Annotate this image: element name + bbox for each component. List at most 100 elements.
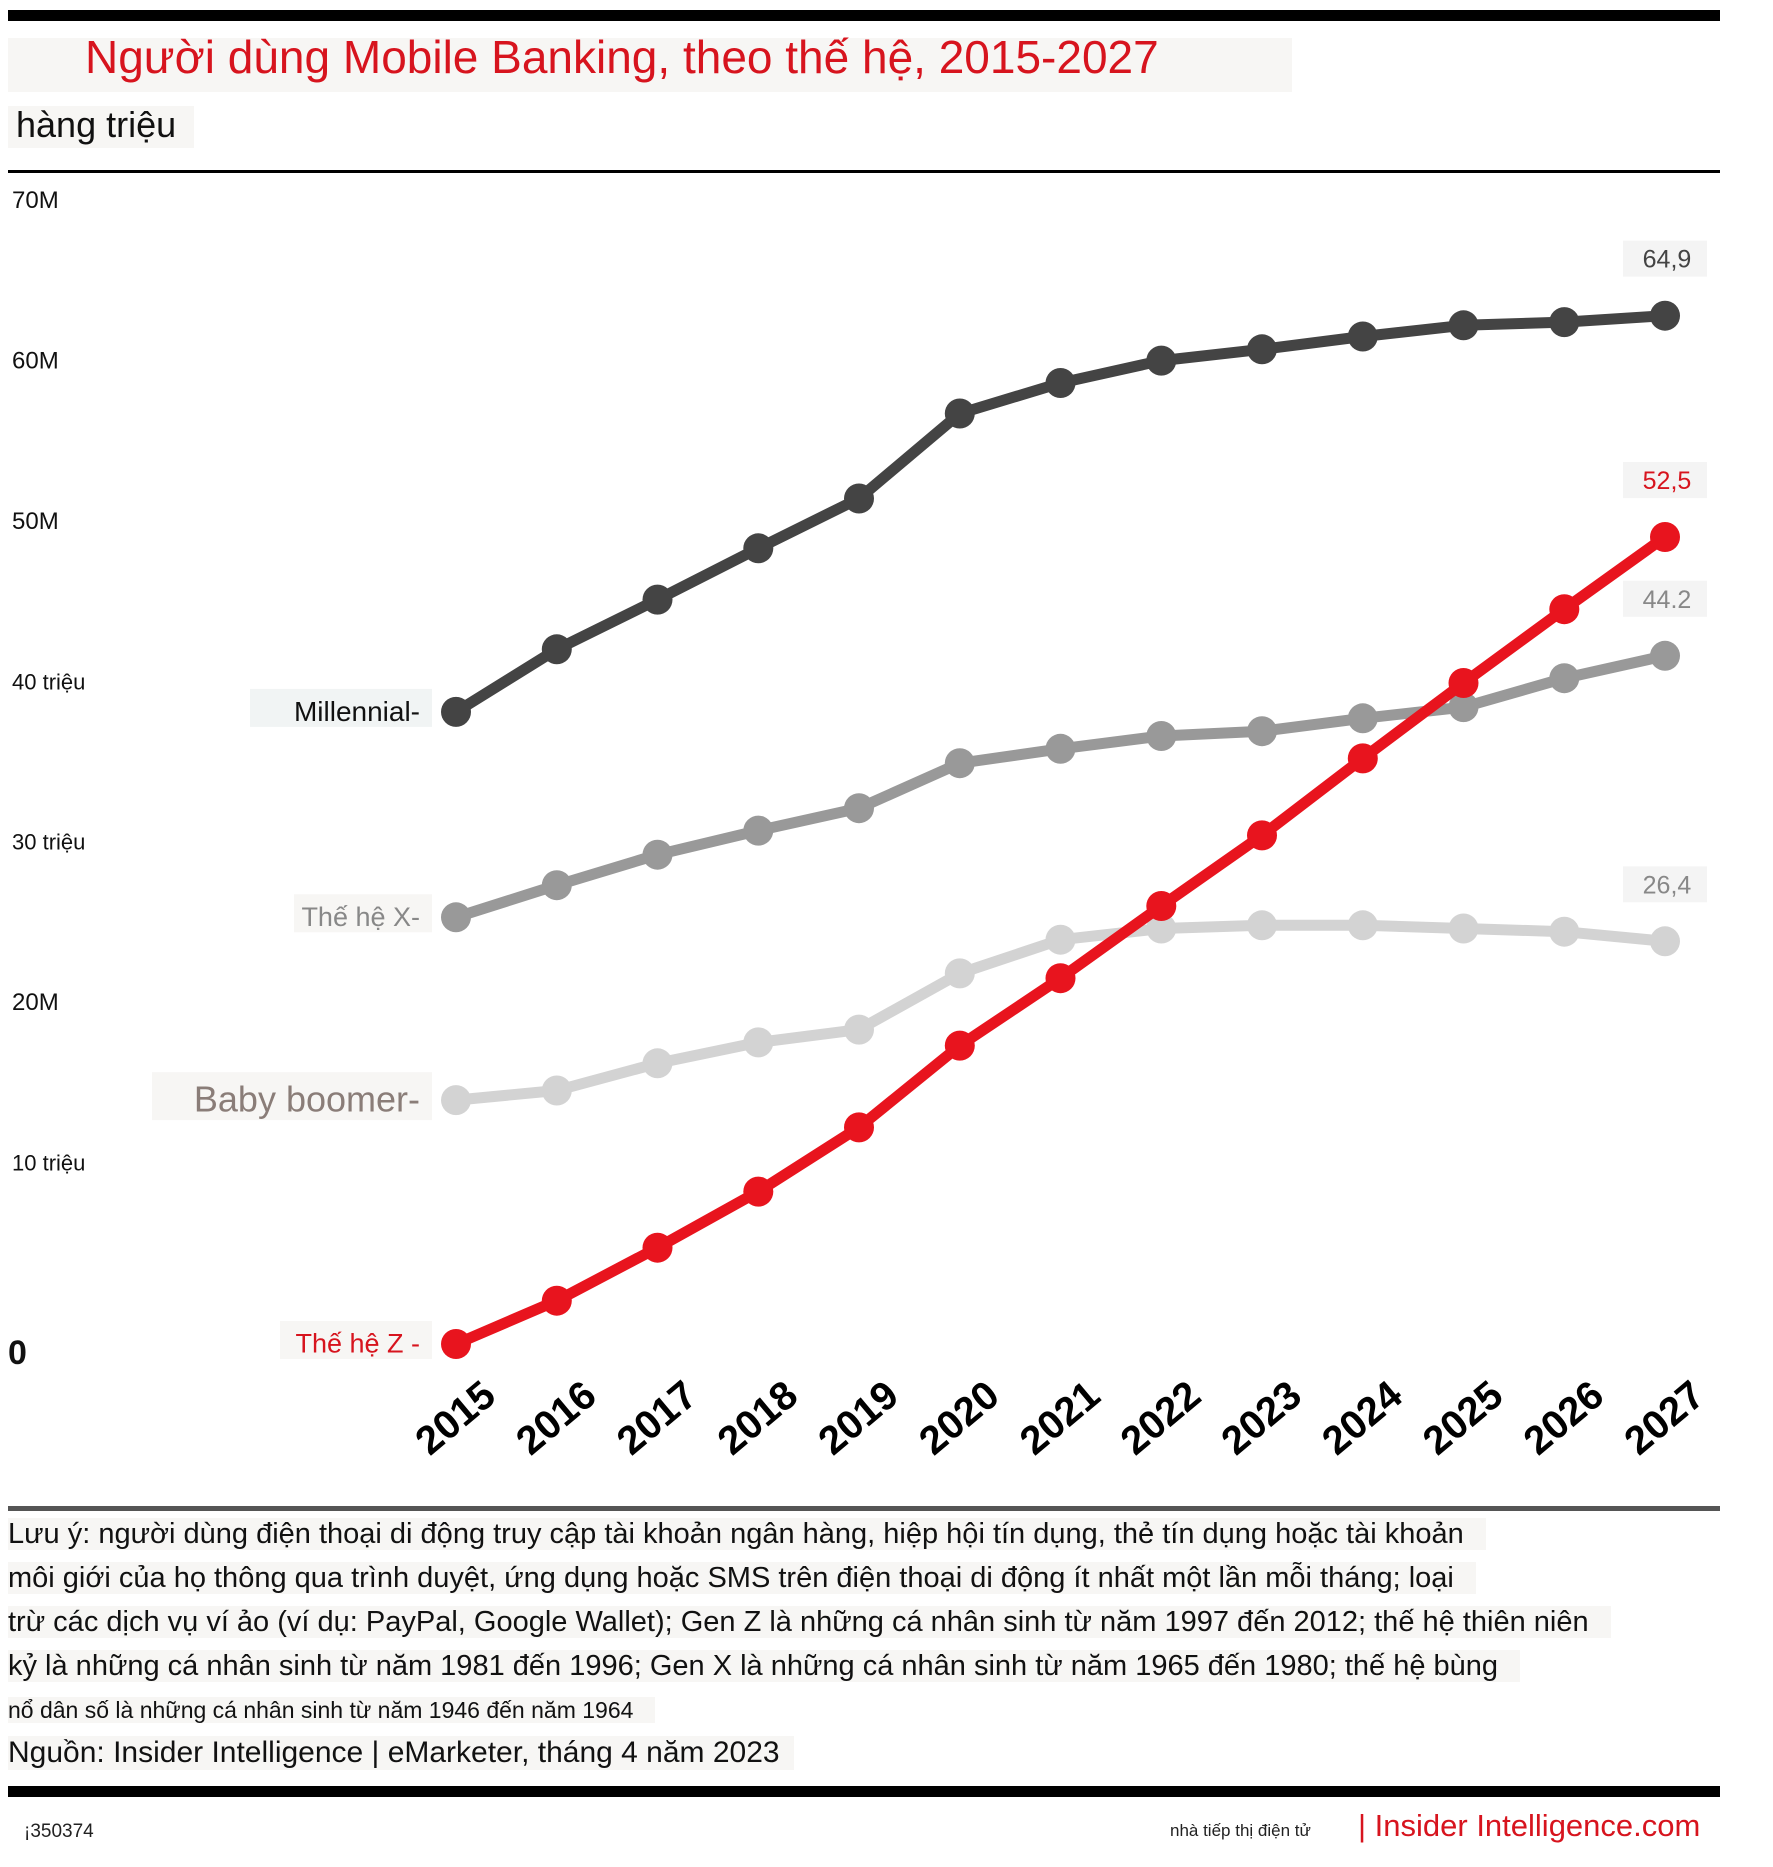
note-line: Lưu ý: người dùng điện thoại di động tru… — [8, 1512, 1708, 1556]
brand-small-text: nhà tiếp thị điện tử — [1170, 1821, 1311, 1840]
data-point — [1146, 891, 1177, 921]
data-point — [1045, 368, 1076, 398]
x-axis: 2015 2016 2017 2018 2019 2020 2021 2022 2023 2024… — [407, 1372, 1712, 1463]
data-point — [844, 1014, 874, 1045]
data-point — [441, 1085, 471, 1116]
series-millennial — [441, 300, 1680, 727]
end-label: 44.2 — [1643, 586, 1692, 614]
data-point — [944, 1030, 975, 1061]
series-label: Millennial- — [294, 696, 420, 727]
y-tick-label: 70M — [12, 187, 59, 214]
chart-subtitle: hàng triệu — [16, 104, 177, 145]
x-tick-label: 2026 — [1516, 1373, 1612, 1464]
y-tick-label: 40 triệu — [12, 669, 85, 694]
x-tick-label: 2025 — [1415, 1373, 1511, 1464]
data-point — [541, 1285, 572, 1316]
y-tick-label: 20M — [12, 989, 59, 1016]
y-tick-label: 60M — [12, 347, 59, 374]
data-point — [1146, 721, 1177, 751]
data-point — [743, 1176, 774, 1207]
data-point — [1347, 703, 1378, 734]
data-point — [1247, 716, 1277, 747]
x-tick-label: 2023 — [1213, 1373, 1309, 1464]
x-tick-label: 2021 — [1012, 1373, 1108, 1464]
data-point — [1146, 913, 1177, 944]
series-label-background — [294, 894, 432, 933]
x-tick-label: 2016 — [508, 1373, 604, 1464]
data-point — [1650, 640, 1680, 671]
data-point — [441, 1329, 471, 1359]
x-tick-label: 2015 — [407, 1373, 503, 1464]
title-background — [8, 38, 1292, 92]
subtitle-background — [8, 106, 194, 148]
series-label-background — [152, 1072, 432, 1121]
data-point — [441, 696, 471, 727]
data-point — [1448, 668, 1479, 698]
data-point — [944, 398, 975, 429]
header-divider — [8, 170, 1720, 173]
data-point — [944, 748, 975, 779]
y-tick-label: 10 triệu — [12, 1151, 85, 1176]
end-label: 64,9 — [1643, 246, 1692, 274]
x-tick-label: 2027 — [1616, 1373, 1712, 1464]
series-baby-boomer — [441, 910, 1680, 1116]
data-point — [541, 1075, 572, 1106]
y-tick-label: 0 — [8, 1334, 27, 1372]
x-tick-label: 2024 — [1314, 1372, 1411, 1463]
y-tick-label: 30 triệu — [12, 830, 85, 855]
series-label: Thế hệ Z - — [295, 1329, 420, 1359]
data-point — [1650, 300, 1680, 331]
data-point — [441, 902, 471, 933]
note-line: trừ các dịch vụ ví ảo (ví dụ: PayPal, Go… — [8, 1600, 1708, 1644]
end-label: 52,5 — [1643, 467, 1692, 495]
brand-link[interactable]: | Insider Intelligence.com — [1358, 1808, 1701, 1843]
end-label-background — [1623, 240, 1707, 277]
data-point — [642, 584, 673, 615]
chart-notes: Lưu ý: người dùng điện thoại di động tru… — [8, 1512, 1708, 1732]
x-tick-label: 2022 — [1113, 1373, 1209, 1464]
data-point — [1549, 916, 1580, 947]
series-label: Baby boomer- — [194, 1079, 420, 1120]
series-label: Thế hệ X- — [301, 902, 420, 932]
data-point — [1146, 345, 1177, 376]
data-point — [1347, 321, 1378, 352]
end-label-background — [1623, 462, 1707, 499]
data-point — [1347, 910, 1378, 941]
line-chart: 70M 60M 50M 40 triệu 30 triệu 20M 10 triệu 0 Mi… — [8, 187, 1713, 1463]
data-point — [743, 533, 774, 564]
data-point — [642, 1232, 673, 1263]
y-axis: 70M 60M 50M 40 triệu 30 triệu 20M 10 triệu 0 — [8, 187, 85, 1372]
data-point — [1448, 310, 1479, 341]
data-point — [743, 815, 774, 846]
data-point — [844, 483, 874, 514]
series-labels: Millennial- Thế hệ X- Baby boomer- Thế hệ Z… — [152, 688, 432, 1359]
note-line: môi giới của họ thông qua trình duyệt, ứ… — [8, 1556, 1708, 1600]
data-point — [1247, 820, 1277, 851]
data-point — [642, 1048, 673, 1079]
data-point — [844, 1112, 874, 1143]
note-line: kỷ là những cá nhân sinh từ năm 1981 đến… — [8, 1644, 1708, 1688]
data-point — [1549, 663, 1580, 694]
data-point — [1549, 594, 1580, 625]
end-label-background — [1623, 866, 1707, 903]
data-point — [844, 793, 874, 824]
data-point — [944, 958, 975, 989]
data-point — [1650, 926, 1680, 957]
source-text: Nguồn: Insider Intelligence | eMarketer,… — [8, 1736, 794, 1770]
footer-rule — [8, 1786, 1720, 1797]
chart-id: ¡350374 — [24, 1821, 94, 1842]
series-thế-hệ-x — [441, 640, 1680, 933]
chart-title: Người dùng Mobile Banking, theo thế hệ, … — [85, 31, 1159, 83]
series-label-background — [280, 1321, 432, 1359]
series-label-background — [250, 688, 432, 727]
data-point — [1045, 924, 1076, 955]
notes-divider — [8, 1506, 1720, 1511]
data-point — [1045, 963, 1076, 994]
data-point — [743, 1027, 774, 1058]
data-point — [1045, 733, 1076, 764]
series-thế-hệ-z — [441, 522, 1680, 1359]
data-point — [1347, 743, 1378, 774]
end-label-background — [1623, 580, 1707, 617]
x-tick-label: 2018 — [710, 1373, 806, 1464]
series-line — [450, 650, 1671, 923]
